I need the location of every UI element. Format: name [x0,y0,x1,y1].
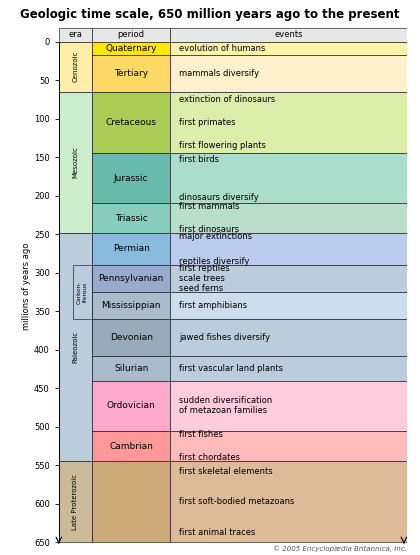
Bar [171,381,407,431]
Bar [92,265,171,292]
Text: Carbon-
iferous: Carbon- iferous [77,280,87,304]
Text: Ordovician: Ordovician [107,401,155,410]
Text: first birds: first birds [179,155,219,164]
Text: first flowering plants: first flowering plants [179,142,266,150]
Text: Pennsylvanian: Pennsylvanian [99,274,164,283]
Bar [171,431,407,461]
Text: scale trees: scale trees [179,274,225,283]
Text: Geologic time scale, 650 million years ago to the present: Geologic time scale, 650 million years a… [20,8,400,21]
Bar [92,203,171,233]
Text: first mammals: first mammals [179,203,239,211]
Bar [59,42,92,92]
Bar [92,42,171,56]
Bar [59,28,92,42]
Bar [92,431,171,461]
Bar [171,461,407,542]
Text: first reptiles: first reptiles [179,264,230,273]
Bar [171,292,407,319]
Bar [171,265,407,292]
Y-axis label: millions of years ago: millions of years ago [22,242,31,330]
Text: dinosaurs diversify: dinosaurs diversify [179,193,259,202]
Bar [171,233,407,265]
Text: Cretaceous: Cretaceous [106,118,157,127]
Text: Triassic: Triassic [115,214,147,223]
Text: Quaternary: Quaternary [105,44,157,53]
Bar [92,153,171,203]
Bar [92,292,171,319]
Text: seed ferns: seed ferns [179,284,223,293]
Bar [92,233,171,265]
Bar [92,319,171,356]
Bar [92,28,171,42]
Text: first animal traces: first animal traces [179,528,255,537]
Bar [171,356,407,381]
Text: Paleozoic: Paleozoic [72,331,79,363]
Bar [171,319,407,356]
Bar [171,28,407,42]
Text: © 2005 Encyclopædia Britannica, Inc.: © 2005 Encyclopædia Britannica, Inc. [273,546,407,552]
Bar [171,56,407,92]
Bar [92,381,171,431]
Bar [171,203,407,233]
Bar [171,153,407,203]
Bar [171,42,407,56]
Text: first vascular land plants: first vascular land plants [179,364,283,373]
Text: first soft-bodied metazoans: first soft-bodied metazoans [179,497,294,506]
Text: mammals diversify: mammals diversify [179,69,259,78]
Text: major extinctions: major extinctions [179,232,252,241]
Text: first chordates: first chordates [179,453,240,462]
Bar [73,265,92,319]
Text: evolution of humans: evolution of humans [179,44,265,53]
Text: era: era [68,30,82,39]
Text: jawed fishes diversify: jawed fishes diversify [179,333,270,342]
Bar [59,92,92,233]
Bar [92,461,171,542]
Bar [59,461,92,542]
Bar [92,92,171,153]
Text: first primates: first primates [179,118,236,127]
Text: Tertiary: Tertiary [114,69,148,78]
Text: first fishes: first fishes [179,430,223,439]
Text: first skeletal elements: first skeletal elements [179,467,273,476]
Text: Permian: Permian [113,244,150,253]
Text: reptiles diversify: reptiles diversify [179,256,249,266]
Text: extinction of dinosaurs: extinction of dinosaurs [179,94,276,104]
Text: first amphibians: first amphibians [179,301,247,310]
Text: Cenozoic: Cenozoic [72,51,79,82]
Text: Jurassic: Jurassic [114,174,148,183]
Text: Mississippian: Mississippian [101,301,161,310]
Text: sudden diversification
of metazoan families: sudden diversification of metazoan famil… [179,396,272,415]
Text: Cambrian: Cambrian [109,442,153,451]
Text: Late Proterozoic: Late Proterozoic [72,474,79,530]
Bar [171,92,407,153]
Text: period: period [118,30,144,39]
Text: Silurian: Silurian [114,364,148,373]
Text: Mesozoic: Mesozoic [72,147,79,178]
Text: events: events [275,30,303,39]
Text: Devonian: Devonian [110,333,152,342]
Bar [92,56,171,92]
Bar [92,356,171,381]
Bar [59,233,92,461]
Text: first dinosaurs: first dinosaurs [179,225,239,234]
